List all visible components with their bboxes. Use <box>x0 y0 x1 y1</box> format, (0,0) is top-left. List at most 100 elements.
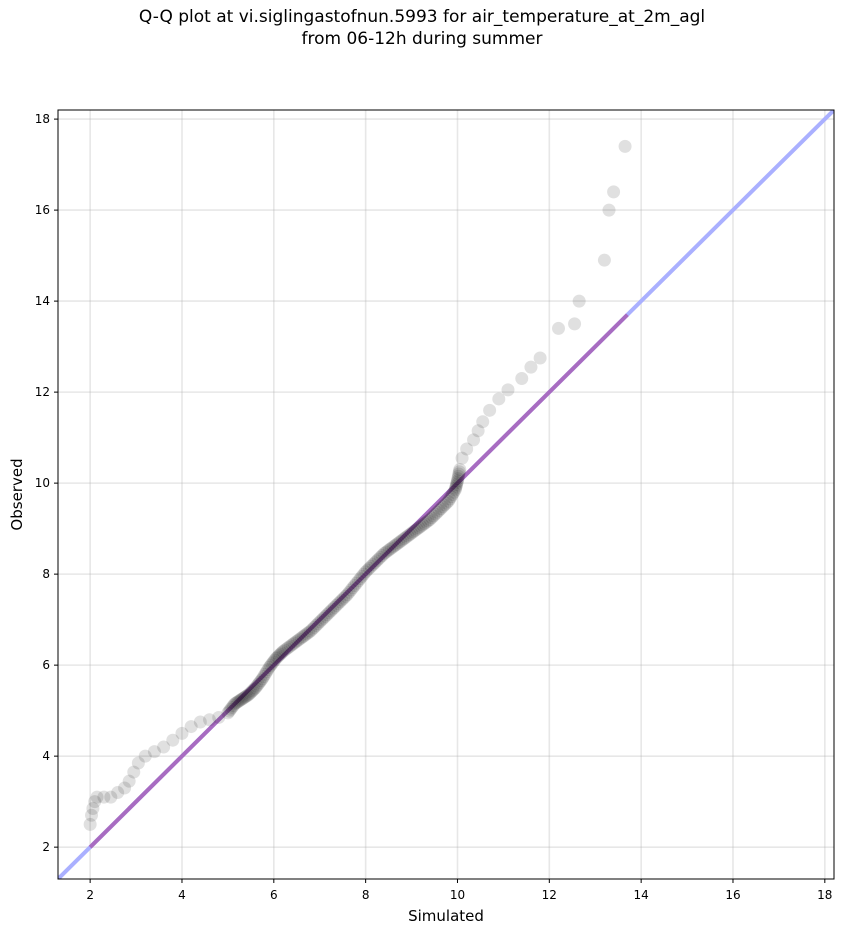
data-point <box>247 682 261 696</box>
data-point <box>221 706 235 720</box>
data-point <box>291 634 305 648</box>
data-point <box>360 563 374 577</box>
data-point <box>408 523 422 537</box>
data-point <box>427 509 441 523</box>
y-tick-label: 14 <box>35 294 50 308</box>
data-point <box>90 790 104 804</box>
data-point <box>432 503 446 517</box>
data-point <box>111 786 125 800</box>
data-point <box>242 688 256 702</box>
data-point <box>282 640 296 654</box>
x-tick-label: 12 <box>542 888 557 902</box>
data-point <box>294 631 308 645</box>
data-point <box>450 477 464 491</box>
data-point <box>394 534 408 548</box>
data-point <box>233 693 247 707</box>
data-point <box>428 507 442 521</box>
data-point <box>262 660 276 674</box>
data-point <box>104 790 118 804</box>
data-point <box>377 547 391 561</box>
data-point <box>346 581 360 595</box>
data-point <box>131 756 145 770</box>
x-tick-label: 10 <box>450 888 465 902</box>
data-point <box>551 321 565 335</box>
data-point <box>298 628 312 642</box>
data-point <box>258 667 272 681</box>
data-point <box>313 615 327 629</box>
data-point <box>231 695 245 709</box>
data-point <box>483 403 497 417</box>
data-point <box>246 684 260 698</box>
data-point <box>138 749 152 763</box>
data-point <box>450 474 464 488</box>
data-point <box>320 608 334 622</box>
data-point <box>618 139 632 153</box>
data-point <box>344 583 358 597</box>
data-point <box>166 733 180 747</box>
data-point <box>406 525 420 539</box>
data-point <box>261 663 275 677</box>
data-point <box>368 556 382 570</box>
data-point <box>224 702 238 716</box>
data-point <box>455 451 469 465</box>
points-layer <box>83 139 632 831</box>
data-point <box>430 505 444 519</box>
data-point <box>255 672 269 686</box>
data-point <box>453 462 467 476</box>
data-point <box>467 433 481 447</box>
data-point <box>441 494 455 508</box>
data-point <box>390 537 404 551</box>
data-point <box>184 720 198 734</box>
data-point <box>401 529 415 543</box>
data-point <box>304 624 318 638</box>
data-point <box>235 692 249 706</box>
data-point <box>307 620 321 634</box>
data-point <box>515 371 529 385</box>
data-point <box>410 522 424 536</box>
data-point <box>476 415 490 429</box>
data-point <box>326 602 340 616</box>
x-tick-label: 2 <box>86 888 94 902</box>
data-point <box>293 632 307 646</box>
data-point <box>414 519 428 533</box>
data-point <box>501 383 515 397</box>
data-point <box>280 642 294 656</box>
data-point <box>222 704 236 718</box>
data-point <box>273 647 287 661</box>
data-point <box>438 498 452 512</box>
data-point <box>250 679 264 693</box>
data-point <box>335 593 349 607</box>
data-point <box>471 424 485 438</box>
data-point <box>251 677 265 691</box>
data-point <box>278 643 292 657</box>
data-point <box>228 697 242 711</box>
data-point <box>83 817 97 831</box>
data-point <box>417 517 431 531</box>
data-point <box>373 550 387 564</box>
data-point <box>348 579 362 593</box>
data-point <box>572 294 586 308</box>
data-point <box>118 781 132 795</box>
data-point <box>302 625 316 639</box>
data-point <box>384 541 398 555</box>
x-axis-label: Simulated <box>408 907 484 925</box>
data-point <box>157 740 171 754</box>
data-point <box>375 548 389 562</box>
data-point <box>439 496 453 510</box>
data-point <box>416 518 430 532</box>
data-point <box>364 559 378 573</box>
data-point <box>362 561 376 575</box>
data-point <box>425 511 439 525</box>
chart-title-line-1: Q-Q plot at vi.siglingastofnun.5993 for … <box>138 7 706 27</box>
data-point <box>533 351 547 365</box>
y-tick-label: 18 <box>35 112 50 126</box>
chart-title-line-2: from 06-12h during summer <box>301 29 543 49</box>
data-point <box>322 606 336 620</box>
data-point <box>338 589 352 603</box>
data-point <box>450 476 464 490</box>
data-point <box>289 635 303 649</box>
data-point <box>449 479 463 493</box>
x-tick-label: 4 <box>178 888 186 902</box>
y-axis-label: Observed <box>8 458 26 530</box>
